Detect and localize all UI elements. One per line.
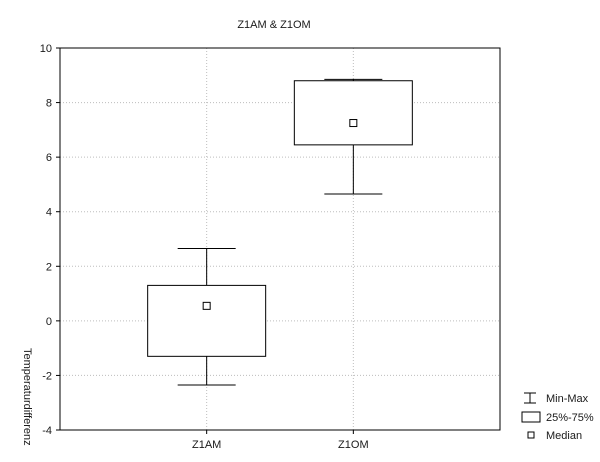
y-tick-label: 8 [46, 98, 52, 110]
y-tick-label: 0 [46, 316, 52, 328]
legend-label: Median [546, 430, 582, 442]
legend-label: 25%-75% [546, 412, 594, 424]
boxes [147, 78, 413, 386]
median-marker [202, 301, 211, 310]
legend-item-iqr: 25%-75% [521, 411, 594, 424]
x-tick-label: Z1OM [338, 439, 369, 451]
y-tick-label: 4 [46, 207, 52, 219]
legend: Min-Max 25%-75% Median [521, 392, 594, 442]
box-z1om [293, 78, 413, 195]
legend-item-median: Median [527, 430, 582, 442]
legend-item-min-max: Min-Max [524, 392, 589, 405]
y-axis-label: Temperaturdifferenz [21, 348, 33, 446]
x-axis: Z1AM Z1OM [192, 430, 369, 451]
y-tick-label: 6 [46, 152, 52, 164]
box-z1am [147, 248, 267, 386]
y-tick-label: -2 [42, 370, 52, 382]
y-tick-label: -4 [42, 425, 52, 437]
plot-frame [59, 47, 501, 431]
box-iqr [293, 80, 413, 146]
y-tick-label: 2 [46, 261, 52, 273]
box-iqr [147, 284, 267, 357]
grid [60, 48, 500, 430]
y-axis: 10 8 6 4 2 0 -2 -4 [40, 43, 60, 437]
median-marker [349, 119, 358, 128]
x-tick-label: Z1AM [192, 439, 221, 451]
y-tick-label: 10 [40, 43, 52, 55]
legend-label: Min-Max [546, 393, 589, 405]
chart-title: Z1AM & Z1OM [237, 19, 310, 31]
